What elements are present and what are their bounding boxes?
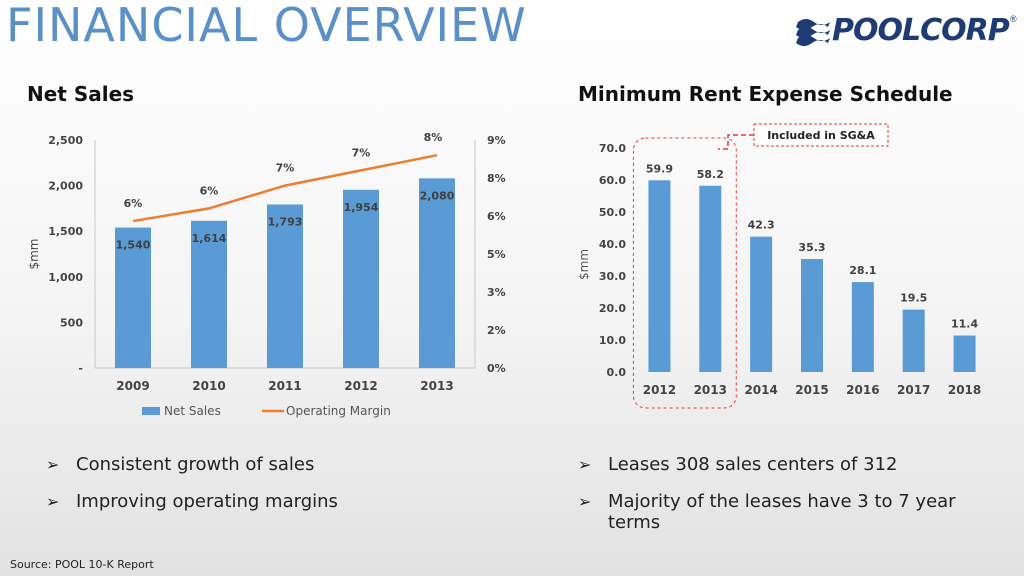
y2-tick-label: 5% <box>487 248 506 261</box>
x-tick-label: 2016 <box>846 383 879 397</box>
rent-expense-bar <box>648 180 671 372</box>
x-tick-label: 2014 <box>744 383 777 397</box>
y-axis-label: $mm <box>577 249 591 280</box>
arrow-bullet-icon: ➢ <box>578 492 592 511</box>
arrow-bullet-icon: ➢ <box>578 455 592 474</box>
y-tick-label: 0.0 <box>607 366 627 379</box>
y-tick-label: 70.0 <box>599 142 626 155</box>
margin-value-label: 7% <box>276 162 295 175</box>
bar-value-label: 1,614 <box>192 232 227 245</box>
y2-tick-label: 8% <box>487 172 506 185</box>
y-tick-label: 20.0 <box>599 302 626 315</box>
arrow-bullet-icon: ➢ <box>46 492 60 511</box>
y-tick-label: 2,500 <box>48 134 83 147</box>
bullet-item: ➢ Improving operating margins <box>46 491 456 512</box>
callout-label: Included in SG&A <box>767 129 875 142</box>
bullet-text: Majority of the leases have 3 to 7 year … <box>608 491 956 533</box>
rent-expense-bar <box>902 309 925 372</box>
net-sales-bar <box>419 178 455 368</box>
x-tick-label: 2017 <box>897 383 930 397</box>
y-tick-label: 50.0 <box>599 206 626 219</box>
rent-expense-bar <box>801 259 823 372</box>
margin-value-label: 7% <box>352 146 371 159</box>
y-tick-label: 500 <box>60 316 83 329</box>
legend-label-operating-margin: Operating Margin <box>286 404 391 418</box>
poolcorp-logo: POOLCORP ® <box>796 10 1022 52</box>
source-note: Source: POOL 10-K Report <box>10 558 154 571</box>
net-sales-bar <box>267 204 303 368</box>
y-tick-label: 1,500 <box>48 225 83 238</box>
bar-value-label: 28.1 <box>849 264 876 277</box>
bar-value-label: 1,540 <box>116 239 151 252</box>
rent-expense-bar <box>851 282 874 372</box>
rent-expense-heading: Minimum Rent Expense Schedule <box>578 82 953 106</box>
net-sales-heading: Net Sales <box>27 82 135 106</box>
margin-value-label: 6% <box>200 184 219 197</box>
highlight-box-2012-2013 <box>632 137 737 409</box>
bullet-text: Consistent growth of sales <box>76 454 315 475</box>
x-tick-label: 2012 <box>344 379 377 393</box>
margin-value-label: 8% <box>424 131 443 144</box>
y-tick-label: 40.0 <box>599 238 626 251</box>
legend-swatch-net-sales <box>142 407 160 415</box>
bar-value-label: 19.5 <box>900 292 927 305</box>
bullet-item: ➢ Consistent growth of sales <box>46 454 456 475</box>
y2-tick-label: 6% <box>487 210 506 223</box>
left-bullets: ➢ Consistent growth of sales ➢ Improving o… <box>46 454 456 528</box>
bullet-text: Improving operating margins <box>76 491 338 512</box>
legend-label-net-sales: Net Sales <box>164 404 221 418</box>
bullet-item: ➢ Majority of the leases have 3 to 7 year… <box>578 491 988 533</box>
x-tick-label: 2012 <box>643 383 676 397</box>
rent-expense-bar <box>953 335 976 372</box>
bar-value-label: 1,793 <box>268 215 303 228</box>
margin-value-label: 6% <box>124 197 143 210</box>
y-tick-label: 60.0 <box>599 174 626 187</box>
page-title: FINANCIAL OVERVIEW <box>6 0 527 52</box>
y-axis-label: $mm <box>27 238 41 269</box>
bullet-item: ➢ Leases 308 sales centers of 312 <box>578 454 988 475</box>
wave-icon <box>796 19 830 46</box>
bar-value-label: 42.3 <box>748 219 775 232</box>
bar-value-label: 35.3 <box>798 241 825 254</box>
logo-registered-mark: ® <box>1010 14 1017 24</box>
callout-connector <box>718 134 754 150</box>
operating-margin-line <box>132 153 438 223</box>
x-tick-label: 2013 <box>420 379 453 393</box>
bar-value-label: 2,080 <box>420 189 455 202</box>
x-tick-label: 2010 <box>192 379 225 393</box>
right-bullets: ➢ Leases 308 sales centers of 312 ➢ Majori… <box>578 454 988 549</box>
arrow-bullet-icon: ➢ <box>46 455 60 474</box>
x-tick-label: 2009 <box>116 379 149 393</box>
y2-tick-label: 2% <box>487 324 506 337</box>
y2-tick-label: 3% <box>487 286 506 299</box>
y-tick-label: 1,000 <box>48 271 83 284</box>
bar-value-label: 59.9 <box>646 162 673 175</box>
net-sales-chart: - 500 1,000 1,500 2,000 2,500 0% 2% 3% 5% 6% 8% 9% $m… <box>27 131 506 418</box>
bar-value-label: 58.2 <box>697 168 724 181</box>
x-tick-label: 2018 <box>948 383 981 397</box>
y2-tick-label: 9% <box>487 134 506 147</box>
y2-tick-label: 0% <box>487 362 506 375</box>
net-sales-bar <box>191 220 227 368</box>
rent-expense-bar <box>699 185 722 372</box>
logo-text: POOLCORP <box>832 13 1010 48</box>
x-tick-label: 2015 <box>795 383 828 397</box>
rent-expense-chart: 0.0 10.0 20.0 30.0 40.0 50.0 60.0 70.0 $mm 59.9 20… <box>577 123 981 409</box>
y-tick-label: - <box>78 362 83 375</box>
rent-expense-bar <box>750 236 773 372</box>
net-sales-bar <box>343 189 379 368</box>
y-tick-label: 2,000 <box>48 180 83 193</box>
bullet-text: Leases 308 sales centers of 312 <box>608 454 898 475</box>
bar-value-label: 11.4 <box>951 318 978 331</box>
bar-value-label: 1,954 <box>344 201 379 214</box>
x-tick-label: 2013 <box>694 383 727 397</box>
x-tick-label: 2011 <box>268 379 301 393</box>
net-sales-bar <box>115 227 151 368</box>
y-tick-label: 10.0 <box>599 334 626 347</box>
y-tick-label: 30.0 <box>599 270 626 283</box>
